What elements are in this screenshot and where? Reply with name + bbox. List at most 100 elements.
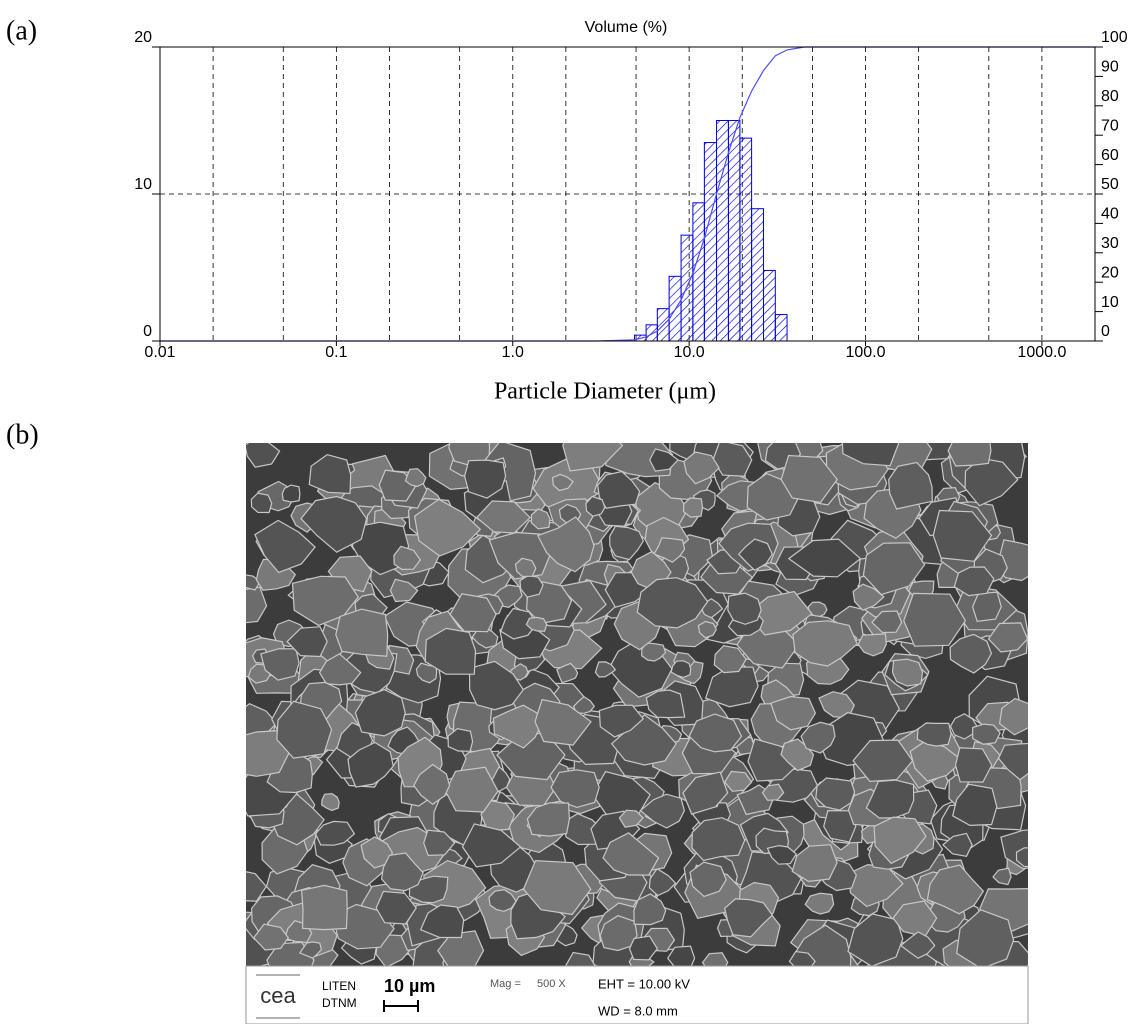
particle <box>847 913 904 966</box>
mag-value: 500 X <box>537 978 566 990</box>
particle <box>956 909 1015 966</box>
particle <box>347 741 394 788</box>
particle <box>423 829 456 857</box>
particle <box>787 538 862 578</box>
particle <box>254 519 316 574</box>
particle <box>618 809 644 828</box>
particle <box>572 695 596 714</box>
mag-label: Mag = <box>490 978 521 990</box>
particle <box>737 538 773 572</box>
particle <box>636 577 709 629</box>
particle <box>947 443 992 467</box>
wd-label: WD = 8.0 mm <box>598 1003 678 1018</box>
particle <box>463 459 507 499</box>
particle <box>514 557 537 578</box>
particle <box>500 607 538 640</box>
particle <box>688 713 743 753</box>
particle <box>534 698 592 746</box>
particle <box>471 627 499 649</box>
particle <box>645 689 686 719</box>
particle <box>769 695 817 731</box>
particle <box>276 700 333 759</box>
particle <box>682 771 729 815</box>
y2-tick-label: 70 <box>1101 117 1119 134</box>
particle <box>800 721 836 754</box>
particle <box>449 593 497 633</box>
particle <box>841 443 900 467</box>
particle <box>480 799 516 832</box>
x-tick-label: 100.0 <box>845 344 885 361</box>
histogram-bar <box>751 208 765 342</box>
particle <box>972 723 1001 745</box>
x-tick-label: 1000.0 <box>1017 344 1066 361</box>
particle <box>562 443 624 472</box>
particle <box>594 661 617 678</box>
particle <box>447 728 474 752</box>
particle <box>628 935 659 961</box>
particle <box>246 443 281 468</box>
panel-label: (b) <box>6 419 39 450</box>
particle <box>321 792 340 812</box>
sem-image <box>246 443 1028 966</box>
y2-tick-label: 100 <box>1101 29 1128 46</box>
particle <box>916 722 952 747</box>
particle <box>314 820 356 846</box>
particle <box>689 861 727 898</box>
particle <box>641 642 667 662</box>
particle <box>565 951 596 966</box>
particle <box>653 537 686 563</box>
particle <box>468 660 525 711</box>
particle <box>941 832 973 857</box>
particle <box>602 832 660 876</box>
particle <box>713 644 747 674</box>
cumulative-line <box>160 46 1095 342</box>
particle <box>964 457 1019 507</box>
particle <box>551 473 574 492</box>
particle <box>335 608 389 657</box>
particle <box>791 844 838 883</box>
particle <box>375 890 417 925</box>
particle <box>792 620 858 667</box>
particle <box>780 454 838 504</box>
particle <box>987 622 1028 653</box>
particle <box>899 931 936 959</box>
particle <box>815 777 856 811</box>
particle <box>536 516 595 573</box>
histogram-bar <box>716 120 729 342</box>
y2-tick-label: 10 <box>1101 294 1119 311</box>
scale-label: 10 µm <box>384 976 435 996</box>
y-tick-label: 10 <box>134 176 152 193</box>
particle <box>488 888 517 912</box>
particle <box>492 704 542 749</box>
y-tick-label: 0 <box>143 323 152 340</box>
particle <box>424 627 477 675</box>
particle <box>246 574 262 591</box>
y-tick-label: 20 <box>134 29 152 46</box>
x-tick-label: 1.0 <box>502 344 524 361</box>
particle <box>926 864 985 915</box>
particle <box>633 893 667 926</box>
panel-label: (a) <box>6 15 37 46</box>
particle <box>437 930 485 966</box>
particle <box>260 648 300 681</box>
particle <box>857 633 887 657</box>
eht-label: EHT = 10.00 kV <box>598 976 690 991</box>
particle <box>419 904 465 939</box>
particle <box>852 739 914 783</box>
particle <box>556 662 579 684</box>
particle <box>804 892 835 915</box>
particle <box>610 714 677 766</box>
org-label: LITEN <box>322 979 356 993</box>
particle <box>903 592 967 647</box>
particle <box>865 779 915 819</box>
particle <box>670 660 692 679</box>
particle <box>380 852 424 892</box>
particle <box>609 525 644 561</box>
particle <box>949 713 978 740</box>
particle <box>888 461 933 510</box>
particle <box>550 769 600 809</box>
particle <box>298 941 323 959</box>
y2-tick-label: 30 <box>1101 235 1119 252</box>
particle <box>998 697 1028 736</box>
y2-tick-label: 80 <box>1101 88 1119 105</box>
